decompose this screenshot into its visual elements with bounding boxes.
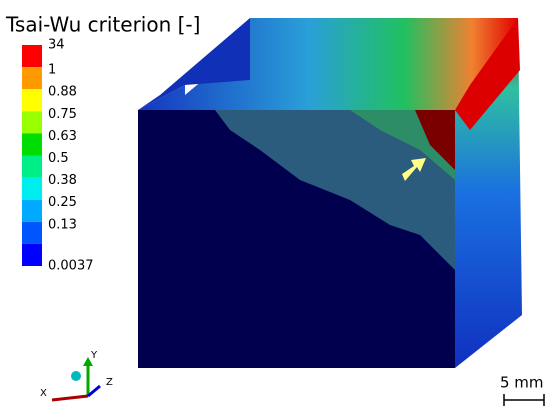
x-label: X <box>40 388 47 399</box>
y-label: Y <box>90 350 98 361</box>
legend-swatch <box>22 45 42 68</box>
z-label: Z <box>106 377 113 388</box>
legend: 34 1 0.88 0.75 0.63 0.5 0.38 0.25 0.13 0.0037 <box>22 38 94 274</box>
left-ledge <box>138 18 518 110</box>
legend-label: 0.0037 <box>48 259 94 274</box>
marker-arrow <box>402 158 426 181</box>
scale-bar: 5 mm <box>500 374 545 406</box>
legend-swatch <box>22 221 42 244</box>
legend-swatch <box>22 111 42 134</box>
x-axis-arrow <box>51 394 89 402</box>
legend-label: 0.88 <box>48 85 77 100</box>
legend-label: 0.25 <box>48 195 77 210</box>
legend-swatch <box>22 199 42 222</box>
legend-swatch <box>22 133 42 156</box>
legend-swatch <box>22 243 42 266</box>
legend-title: Tsai-Wu criterion [-] <box>5 13 200 37</box>
front-stress-region <box>215 110 455 270</box>
z-axis-arrow <box>87 384 101 398</box>
legend-label: 0.63 <box>48 129 77 144</box>
axis-triad: Y X Z <box>40 350 113 402</box>
legend-label: 34 <box>48 38 65 53</box>
legend-swatch <box>22 89 42 112</box>
front-peak-region <box>415 110 455 170</box>
y-axis-head <box>83 357 93 366</box>
legend-swatch <box>22 67 42 90</box>
legend-swatch <box>22 155 42 178</box>
legend-label: 0.38 <box>48 173 77 188</box>
top-left-block <box>138 18 250 110</box>
legend-swatch <box>22 177 42 200</box>
origin-ball <box>71 371 81 381</box>
legend-label: 0.13 <box>48 217 77 232</box>
legend-label: 0.5 <box>48 151 69 166</box>
corner-peak <box>455 18 520 130</box>
legend-label: 0.75 <box>48 107 77 122</box>
model <box>138 18 522 368</box>
legend-label: 1 <box>48 63 56 78</box>
scale-label: 5 mm <box>500 374 544 392</box>
